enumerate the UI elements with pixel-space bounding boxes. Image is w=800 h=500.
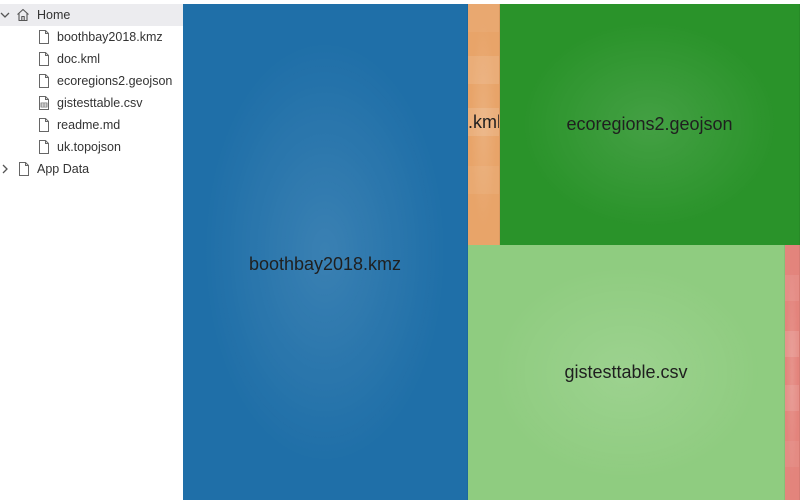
treemap-tile-readme[interactable] [785,245,800,500]
tree-item-label: doc.kml [57,52,101,66]
tree-item-home[interactable]: Home [0,4,183,26]
tree-item-label: boothbay2018.kmz [57,30,163,44]
tree-item-label: uk.topojson [57,140,121,154]
tree-item-file[interactable]: readme.md [0,114,183,136]
tree-item-file[interactable]: doc.kml [0,48,183,70]
chevron-down-icon[interactable] [0,9,12,21]
treemap-tile-label: ecoregions2.geojson [566,114,733,134]
file-tree: Home boothbay2018.kmz doc.kml ecoregions… [0,0,183,500]
file-icon [37,117,51,133]
treemap-tile-gistesttable[interactable]: gistesttable.csv [468,245,785,500]
home-icon [15,7,29,23]
tree-item-label: ecoregions2.geojson [57,74,173,88]
file-icon [37,51,51,67]
treemap-tile-boothbay[interactable]: boothbay2018.kmz [183,4,468,500]
tree-item-file[interactable]: gistesttable.csv [0,92,183,114]
file-icon [37,73,51,89]
tree-item-label: App Data [37,162,90,176]
tree-item-label: gistesttable.csv [57,96,143,110]
file-icon [37,139,51,155]
tree-item-file[interactable]: uk.topojson [0,136,183,158]
tree-item-app-data[interactable]: App Data [0,158,183,180]
tree-item-file[interactable]: ecoregions2.geojson [0,70,183,92]
tree-item-label: Home [37,8,71,22]
chevron-right-icon[interactable] [0,163,12,175]
file-icon [17,161,31,177]
treemap-tile-ecoregions[interactable]: ecoregions2.geojson [500,4,800,245]
csv-file-icon [37,95,51,111]
treemap-tile-label: doc.kml [468,112,500,132]
treemap-tile-label: boothbay2018.kmz [248,253,402,274]
file-icon [37,29,51,45]
treemap-tile-doc[interactable]: doc.kml [468,4,500,245]
treemap: boothbay2018.kmz doc.kml ecoregions2.geo… [183,4,800,500]
treemap-tile-label: gistesttable.csv [564,362,688,382]
tree-item-file[interactable]: boothbay2018.kmz [0,26,183,48]
tree-item-label: readme.md [57,118,121,132]
